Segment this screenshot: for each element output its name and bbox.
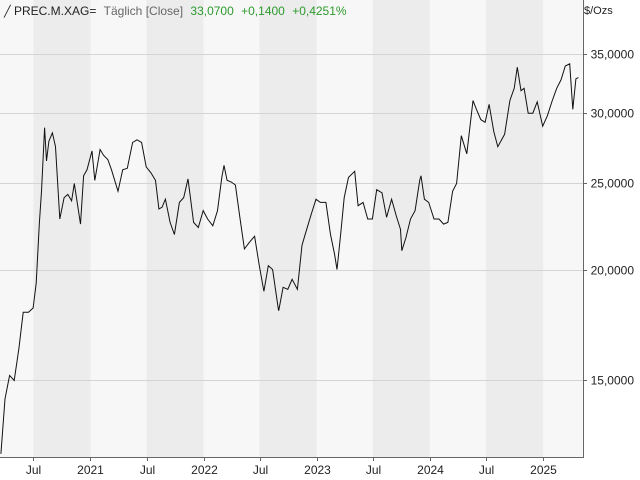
x-axis-ticks: Jul 2021 Jul 2022 Jul 2023 Jul 2024 Jul 2025	[26, 457, 557, 477]
y-tick-label: 35,0000	[591, 48, 635, 62]
y-tick-label: 15,0000	[591, 374, 635, 388]
x-tick-label: Jul	[479, 463, 494, 477]
line-chart-icon: ╱	[4, 6, 11, 18]
y-axis-ticks: 15,0000 20,0000 25,0000 30,0000 35,0000	[583, 48, 634, 388]
y-axis-unit: $/Ozs	[584, 5, 613, 17]
x-tick-label: 2023	[304, 463, 331, 477]
chart-header: ╱ PREC.M.XAG= Täglich [Close] 33,0700 +0…	[4, 4, 347, 18]
y-tick-label: 25,0000	[591, 177, 635, 191]
x-tick-label: Jul	[140, 463, 155, 477]
x-tick-label: 2025	[530, 463, 557, 477]
x-tick-label: Jul	[366, 463, 381, 477]
price-change-percent: +0,4251%	[292, 4, 347, 18]
time-band	[486, 0, 544, 457]
instrument-symbol: PREC.M.XAG=	[13, 4, 97, 18]
price-change: +0,1400	[241, 4, 285, 18]
y-tick-label: 30,0000	[591, 107, 635, 121]
time-band	[33, 0, 91, 457]
time-band	[372, 0, 430, 457]
time-band	[259, 0, 317, 457]
x-tick-label: 2022	[191, 463, 218, 477]
price-line	[0, 63, 579, 454]
x-tick-label: Jul	[253, 463, 268, 477]
x-tick-label: Jul	[26, 463, 41, 477]
gridlines	[0, 54, 583, 381]
x-tick-label: 2021	[77, 463, 104, 477]
last-price: 33,0700	[190, 4, 234, 18]
x-tick-label: 2024	[417, 463, 444, 477]
y-tick-label: 20,0000	[591, 264, 635, 278]
alternating-month-bands	[33, 0, 544, 457]
interval-mode: Täglich [Close]	[103, 4, 184, 18]
